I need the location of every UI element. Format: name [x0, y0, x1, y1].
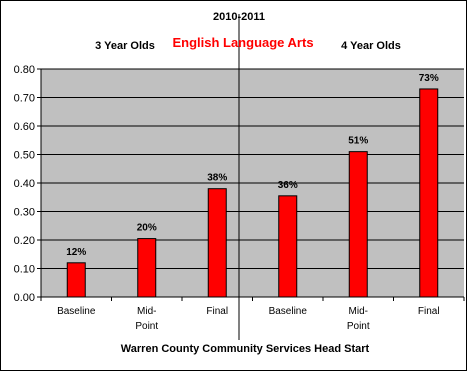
y-tick-label: 0.40: [14, 178, 35, 190]
x-category-label: Final: [418, 306, 440, 317]
bar: [66, 262, 86, 298]
bars: [66, 88, 439, 298]
data-label: 51%: [348, 136, 368, 147]
data-label: 36%: [278, 180, 298, 191]
data-labels: 12% 20% 38% 36% 51% 73%: [66, 73, 439, 258]
gridlines: [41, 68, 464, 269]
data-label: 20%: [137, 223, 157, 234]
y-axis-ticks: 0.00 0.10 0.20 0.30 0.40 0.50 0.60 0.70 0.80: [14, 64, 41, 304]
bar: [137, 238, 157, 298]
bar: [348, 151, 368, 298]
chart-title: 2010-2011: [213, 11, 265, 23]
y-tick-label: 0.20: [14, 235, 35, 247]
x-category-label: Mid-Point: [347, 306, 370, 332]
data-label: 38%: [207, 173, 227, 184]
bar: [419, 88, 439, 298]
data-label: 73%: [419, 73, 439, 84]
group-label-4yo: 4 Year Olds: [341, 40, 401, 52]
y-tick-label: 0.60: [14, 121, 35, 133]
y-tick-label: 0.80: [14, 64, 35, 76]
chart-subtitle: English Language Arts: [172, 35, 313, 50]
y-tick-label: 0.70: [14, 93, 35, 105]
x-category-label: Baseline: [57, 306, 96, 317]
y-tick-label: 0.50: [14, 150, 35, 162]
bar: [207, 188, 227, 298]
y-tick-label: 0.00: [14, 292, 35, 304]
y-tick-label: 0.30: [14, 207, 35, 219]
data-label: 12%: [66, 247, 86, 258]
y-tick-label: 0.10: [14, 264, 35, 276]
x-category-label: Baseline: [269, 306, 308, 317]
x-category-label: Final: [206, 306, 228, 317]
x-axis-title: Warren County Community Services Head St…: [121, 343, 370, 355]
x-axis-ticks: [40, 297, 465, 301]
group-label-3yo: 3 Year Olds: [95, 40, 155, 52]
x-category-labels: Baseline Mid-Point Final Baseline Mid-Point F…: [57, 306, 440, 332]
bar: [278, 195, 298, 298]
x-category-label: Mid-Point: [135, 306, 158, 332]
